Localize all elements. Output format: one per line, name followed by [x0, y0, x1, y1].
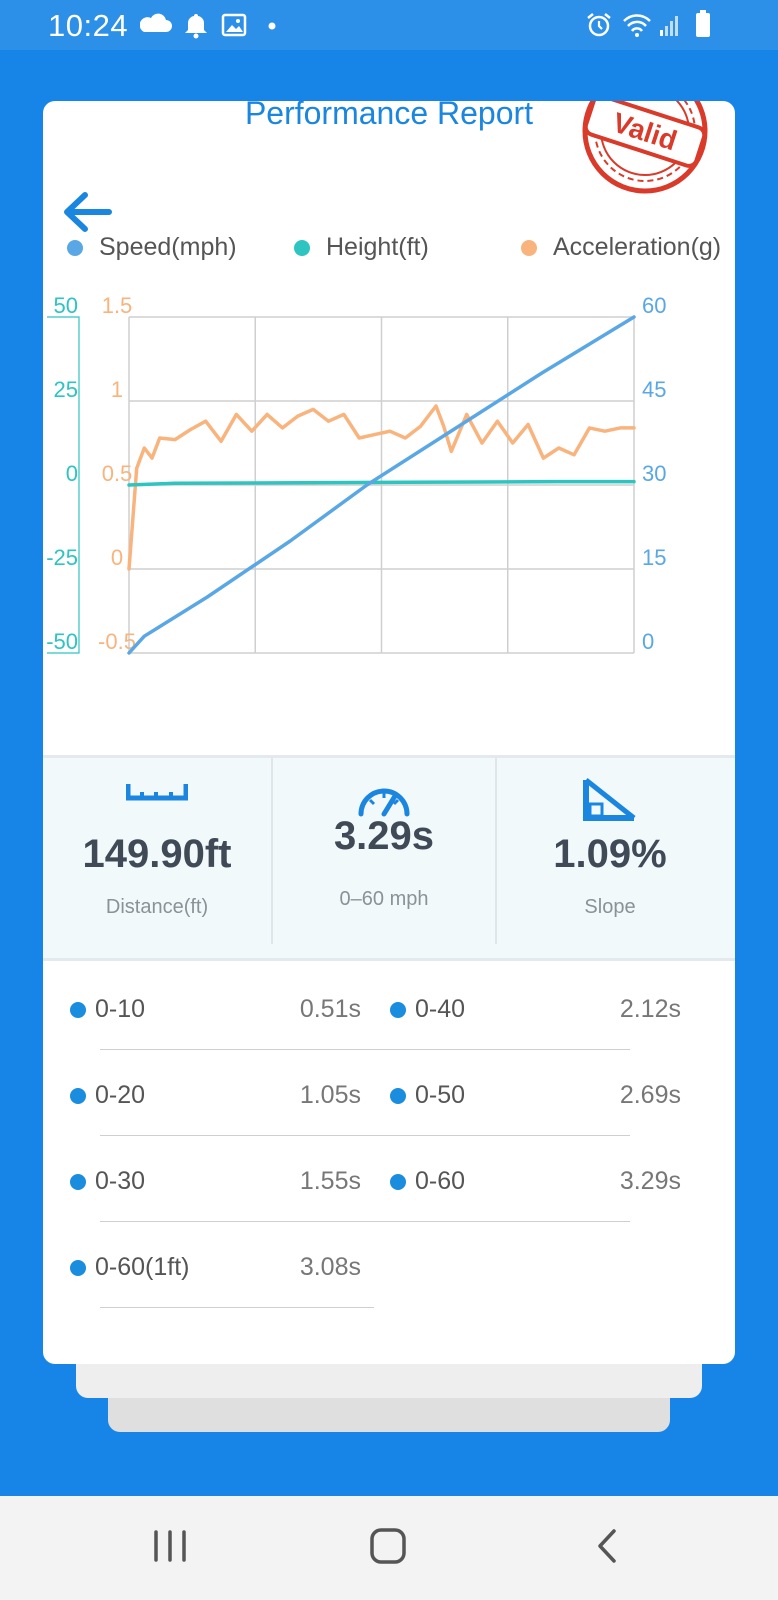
legend-label: Acceleration(g) — [553, 233, 722, 261]
height-tick-label: -50 — [46, 629, 78, 654]
stat-label: Slope — [584, 896, 636, 918]
split-label: 0-20 — [95, 1081, 146, 1109]
image-icon — [221, 13, 247, 37]
bullet-dot — [390, 1088, 406, 1104]
row-divider — [100, 1135, 630, 1136]
speed-series-line — [127, 315, 636, 655]
slope-icon — [583, 778, 636, 821]
accel-tick-label: 0.5 — [102, 461, 133, 486]
stat-label: 0–60 mph — [339, 888, 429, 910]
acceleration-series-line — [127, 404, 636, 571]
report-card: Performance Report Valid Speed(mph) Heig… — [43, 101, 735, 1364]
row-divider — [100, 1221, 630, 1222]
height-axis-line — [47, 316, 80, 654]
accel-tick-label: 0 — [111, 545, 123, 570]
bullet-dot — [70, 1002, 86, 1018]
split-value: 2.12s — [619, 995, 681, 1023]
split-value: 0.51s — [299, 995, 361, 1023]
row-divider — [100, 1307, 374, 1308]
stat-divider — [495, 758, 497, 944]
stat-slope: 1.09% Slope — [497, 758, 723, 952]
signal-icon — [660, 16, 678, 36]
list-item: 0-30 1.55s 0-60 3.29s — [43, 1167, 735, 1197]
height-series-line — [127, 479, 636, 487]
bullet-dot — [390, 1002, 406, 1018]
split-label: 0-50 — [415, 1081, 466, 1109]
stat-distance: 149.90ft Distance(ft) — [43, 758, 271, 952]
navigation-bar — [0, 1496, 778, 1600]
split-value: 2.69s — [619, 1081, 681, 1109]
speed-tick-label: 0 — [642, 629, 654, 654]
list-item: 0-10 0.51s 0-40 2.12s — [43, 995, 735, 1025]
bullet-dot — [70, 1174, 86, 1190]
speed-tick-label: 30 — [642, 461, 666, 486]
split-value: 1.05s — [299, 1081, 361, 1109]
legend-item-speed: Speed(mph) — [67, 233, 237, 262]
back-arrow-icon[interactable] — [57, 185, 121, 239]
speed-tick-label: 60 — [642, 293, 666, 318]
page-title: Performance Report — [244, 101, 534, 131]
legend-label: Height(ft) — [326, 233, 429, 261]
chart-legend: Speed(mph) Height(ft) Acceleration(g) — [43, 233, 735, 263]
accel-tick-label: 1.5 — [102, 293, 133, 318]
stat-divider — [271, 758, 273, 944]
stat-value: 3.29s — [333, 814, 435, 858]
split-label: 0-60(1ft) — [95, 1253, 190, 1281]
legend-dot — [294, 239, 310, 256]
speedometer-icon — [358, 788, 410, 817]
legend-dot — [521, 239, 537, 256]
stat-label: Distance(ft) — [105, 896, 209, 918]
list-item: 0-60(1ft) 3.08s — [43, 1253, 735, 1283]
bullet-dot — [70, 1260, 86, 1276]
stat-zero-sixty: 3.29s 0–60 mph — [273, 758, 495, 952]
stat-value: 1.09% — [553, 832, 667, 876]
battery-icon — [696, 10, 710, 37]
legend-label: Speed(mph) — [99, 233, 237, 261]
list-item: 0-20 1.05s 0-50 2.69s — [43, 1081, 735, 1111]
status-time: 10:24 — [48, 8, 129, 43]
legend-dot — [67, 239, 83, 256]
split-label: 0-60 — [415, 1167, 466, 1195]
stat-value: 149.90ft — [82, 832, 232, 876]
valid-stamp-icon: Valid — [582, 101, 708, 194]
split-value: 1.55s — [299, 1167, 361, 1195]
wifi-icon — [623, 14, 651, 37]
height-tick-label: 25 — [54, 377, 78, 402]
speed-tick-label: 45 — [642, 377, 666, 402]
row-divider — [100, 1049, 630, 1050]
stats-strip: 149.90ft Distance(ft) 3.29s 0–60 mph 1.0… — [43, 755, 735, 961]
bell-icon — [185, 14, 207, 39]
status-bar: 10:24 — [0, 0, 778, 50]
alarm-icon — [587, 13, 611, 37]
bullet-dot — [390, 1174, 406, 1190]
split-label: 0-10 — [95, 995, 146, 1023]
speed-tick-label: 15 — [642, 545, 666, 570]
split-label: 0-40 — [415, 995, 466, 1023]
accel-tick-label: 1 — [111, 377, 123, 402]
bullet-dot — [70, 1088, 86, 1104]
legend-item-acceleration: Acceleration(g) — [521, 233, 721, 262]
status-left-icons — [139, 12, 290, 45]
split-value: 3.29s — [619, 1167, 681, 1195]
home-icon[interactable] — [368, 1526, 408, 1566]
back-nav-icon[interactable] — [588, 1526, 628, 1566]
dot-icon — [268, 22, 276, 30]
cloud-icon — [139, 13, 172, 32]
legend-item-height: Height(ft) — [294, 233, 429, 262]
recent-apps-icon[interactable] — [150, 1526, 190, 1566]
height-tick-label: 50 — [54, 293, 78, 318]
ruler-icon — [126, 784, 188, 801]
status-right-icons — [586, 10, 726, 45]
split-label: 0-30 — [95, 1167, 146, 1195]
height-tick-label: 0 — [66, 461, 78, 486]
split-value: 3.08s — [299, 1253, 361, 1281]
height-tick-label: -25 — [46, 545, 78, 570]
